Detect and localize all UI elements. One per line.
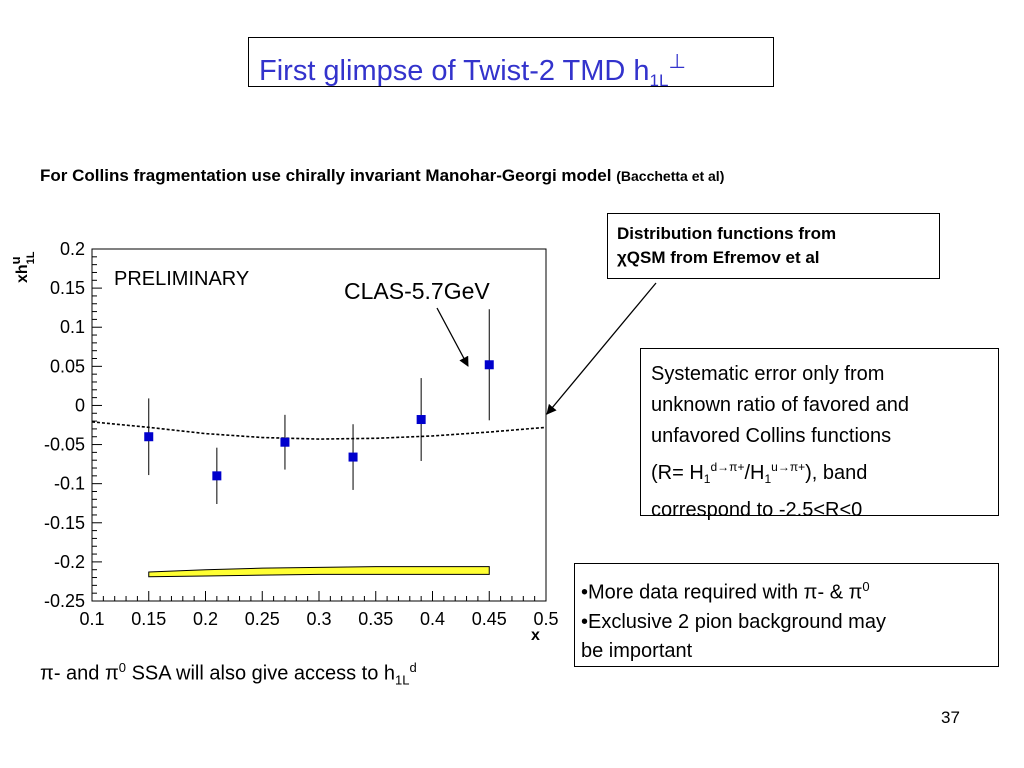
sys-line-5: correspond to -2.5<R<0	[651, 499, 863, 521]
sys-sup-u: u→π+	[771, 460, 806, 474]
y-tick-label: -0.15	[44, 513, 85, 533]
curve-layer	[91, 421, 547, 440]
note-pi-2: π	[104, 662, 119, 685]
note-pi-1: π	[40, 662, 54, 685]
y-axis-label-main: xh	[14, 264, 31, 283]
more-pi-minus: π	[803, 581, 818, 604]
data-point	[212, 471, 222, 481]
clas-arrow	[436, 307, 469, 367]
subtitle-citation: (Bacchetta et al)	[616, 168, 725, 184]
more-line-2: •Exclusive 2 pion background may	[581, 610, 886, 633]
axes-layer	[91, 248, 547, 602]
dist-line-2: χQSM from Efremov et al	[617, 246, 930, 270]
sys-h-sub-2: 1	[764, 472, 772, 486]
more-data-callout: •More data required with π- & π0 •Exclus…	[574, 563, 999, 667]
slide-subtitle: For Collins fragmentation use chirally i…	[40, 166, 724, 186]
y-tick-label: 0	[75, 395, 85, 415]
distribution-callout: Distribution functions from χQSM from Efr…	[607, 213, 940, 279]
sys-slash: /H	[744, 462, 765, 484]
y-tick-label: 0.05	[50, 356, 85, 376]
page-number: 37	[941, 708, 960, 727]
more-line-1: •More data required with π- & π0	[581, 572, 992, 608]
sys-line-4: (R= H1d→π+/H1u→π+), band	[651, 452, 988, 495]
x-axis-label: x	[531, 627, 540, 644]
data-point	[144, 432, 154, 442]
y-tick-label: 0.15	[50, 278, 85, 298]
more-pi-zero: π	[848, 581, 863, 604]
y-tick-label: -0.05	[44, 435, 85, 455]
sys-h-sub-1: 1	[703, 472, 711, 486]
y-tick-label: -0.25	[44, 591, 85, 611]
y-axis-label-sup: u	[8, 256, 23, 264]
note-sup: d	[409, 660, 417, 675]
x-tick-label: 0.25	[245, 609, 280, 629]
y-axis-label: xhu 1L	[8, 251, 37, 283]
clas-label: CLAS-5.7GeV	[344, 278, 490, 304]
x-tick-label: 0.3	[306, 609, 331, 629]
note-zero: 0	[118, 660, 127, 675]
title-sup: ⊥	[668, 51, 686, 73]
tick-labels: 0.1 0.15 0.2 0.25 0.3 0.35 0.4 0.45 0.5 0.2 0.15 0.…	[44, 239, 559, 629]
model-arrow	[546, 282, 657, 415]
points-layer	[144, 309, 494, 505]
y-tick-label: 0.1	[60, 317, 85, 337]
band-layer	[148, 566, 490, 578]
sys-r-open: (R= H	[651, 462, 704, 484]
x-tick-label: 0.2	[193, 609, 218, 629]
note-sub: 1L	[395, 672, 410, 688]
note-and: - and	[53, 662, 105, 685]
sys-line-1: Systematic error only from	[651, 363, 885, 385]
data-point	[416, 415, 426, 425]
systematic-error-band	[148, 566, 490, 578]
slide-title: First glimpse of Twist-2 TMD h1L⊥	[248, 37, 774, 90]
x-tick-label: 0.15	[131, 609, 166, 629]
y-axis-label-sub: 1L	[25, 251, 37, 264]
more-line-3: be important	[581, 639, 693, 662]
x-tick-label: 0.35	[358, 609, 393, 629]
y-tick-label: -0.1	[54, 474, 85, 494]
x-tick-label: 0.1	[79, 609, 104, 629]
sys-line-2: unknown ratio of favored and	[651, 394, 909, 416]
data-point	[348, 452, 358, 462]
more-dash-amp: - &	[817, 581, 849, 604]
bottom-note: π- and π0 SSA will also give access to h…	[40, 660, 417, 688]
sys-r-close: ), band	[805, 462, 868, 484]
x-tick-label: 0.45	[472, 609, 507, 629]
data-point	[280, 437, 290, 447]
systematic-error-callout: Systematic error only from unknown ratio…	[640, 348, 999, 521]
x-tick-label: 0.4	[420, 609, 445, 629]
y-tick-label: 0.2	[60, 239, 85, 259]
title-main: First glimpse of Twist-2 TMD h	[259, 55, 650, 87]
subtitle-main: For Collins fragmentation use chirally i…	[40, 166, 617, 185]
sys-line-3: unfavored Collins functions	[651, 425, 892, 447]
more-line-1-text: •More data required with	[581, 581, 804, 604]
dist-line-2-text: QSM from Efremov et al	[626, 248, 820, 267]
y-tick-label: -0.2	[54, 552, 85, 572]
more-zero: 0	[862, 579, 870, 594]
sys-sup-d: d→π+	[710, 460, 745, 474]
data-point	[484, 360, 494, 370]
dist-line-1: Distribution functions from	[617, 224, 837, 243]
model-curve	[91, 421, 547, 440]
x-tick-label: 0.5	[533, 609, 558, 629]
dist-chi: χ	[617, 248, 627, 267]
title-sub: 1L	[649, 71, 669, 90]
note-rest: SSA will also give access to h	[126, 662, 396, 685]
preliminary-label: PRELIMINARY	[114, 268, 249, 290]
